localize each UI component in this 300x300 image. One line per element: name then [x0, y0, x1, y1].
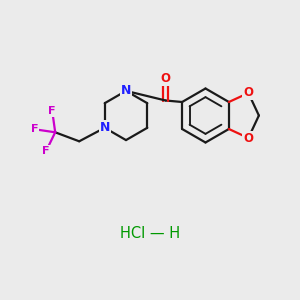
Text: O: O	[243, 86, 254, 100]
Text: F: F	[31, 124, 38, 134]
Text: O: O	[160, 72, 171, 86]
Text: N: N	[121, 84, 131, 98]
Text: F: F	[48, 106, 56, 116]
Text: O: O	[243, 131, 254, 145]
Text: F: F	[42, 146, 50, 156]
Text: HCl — H: HCl — H	[120, 226, 180, 242]
Text: N: N	[100, 121, 110, 134]
